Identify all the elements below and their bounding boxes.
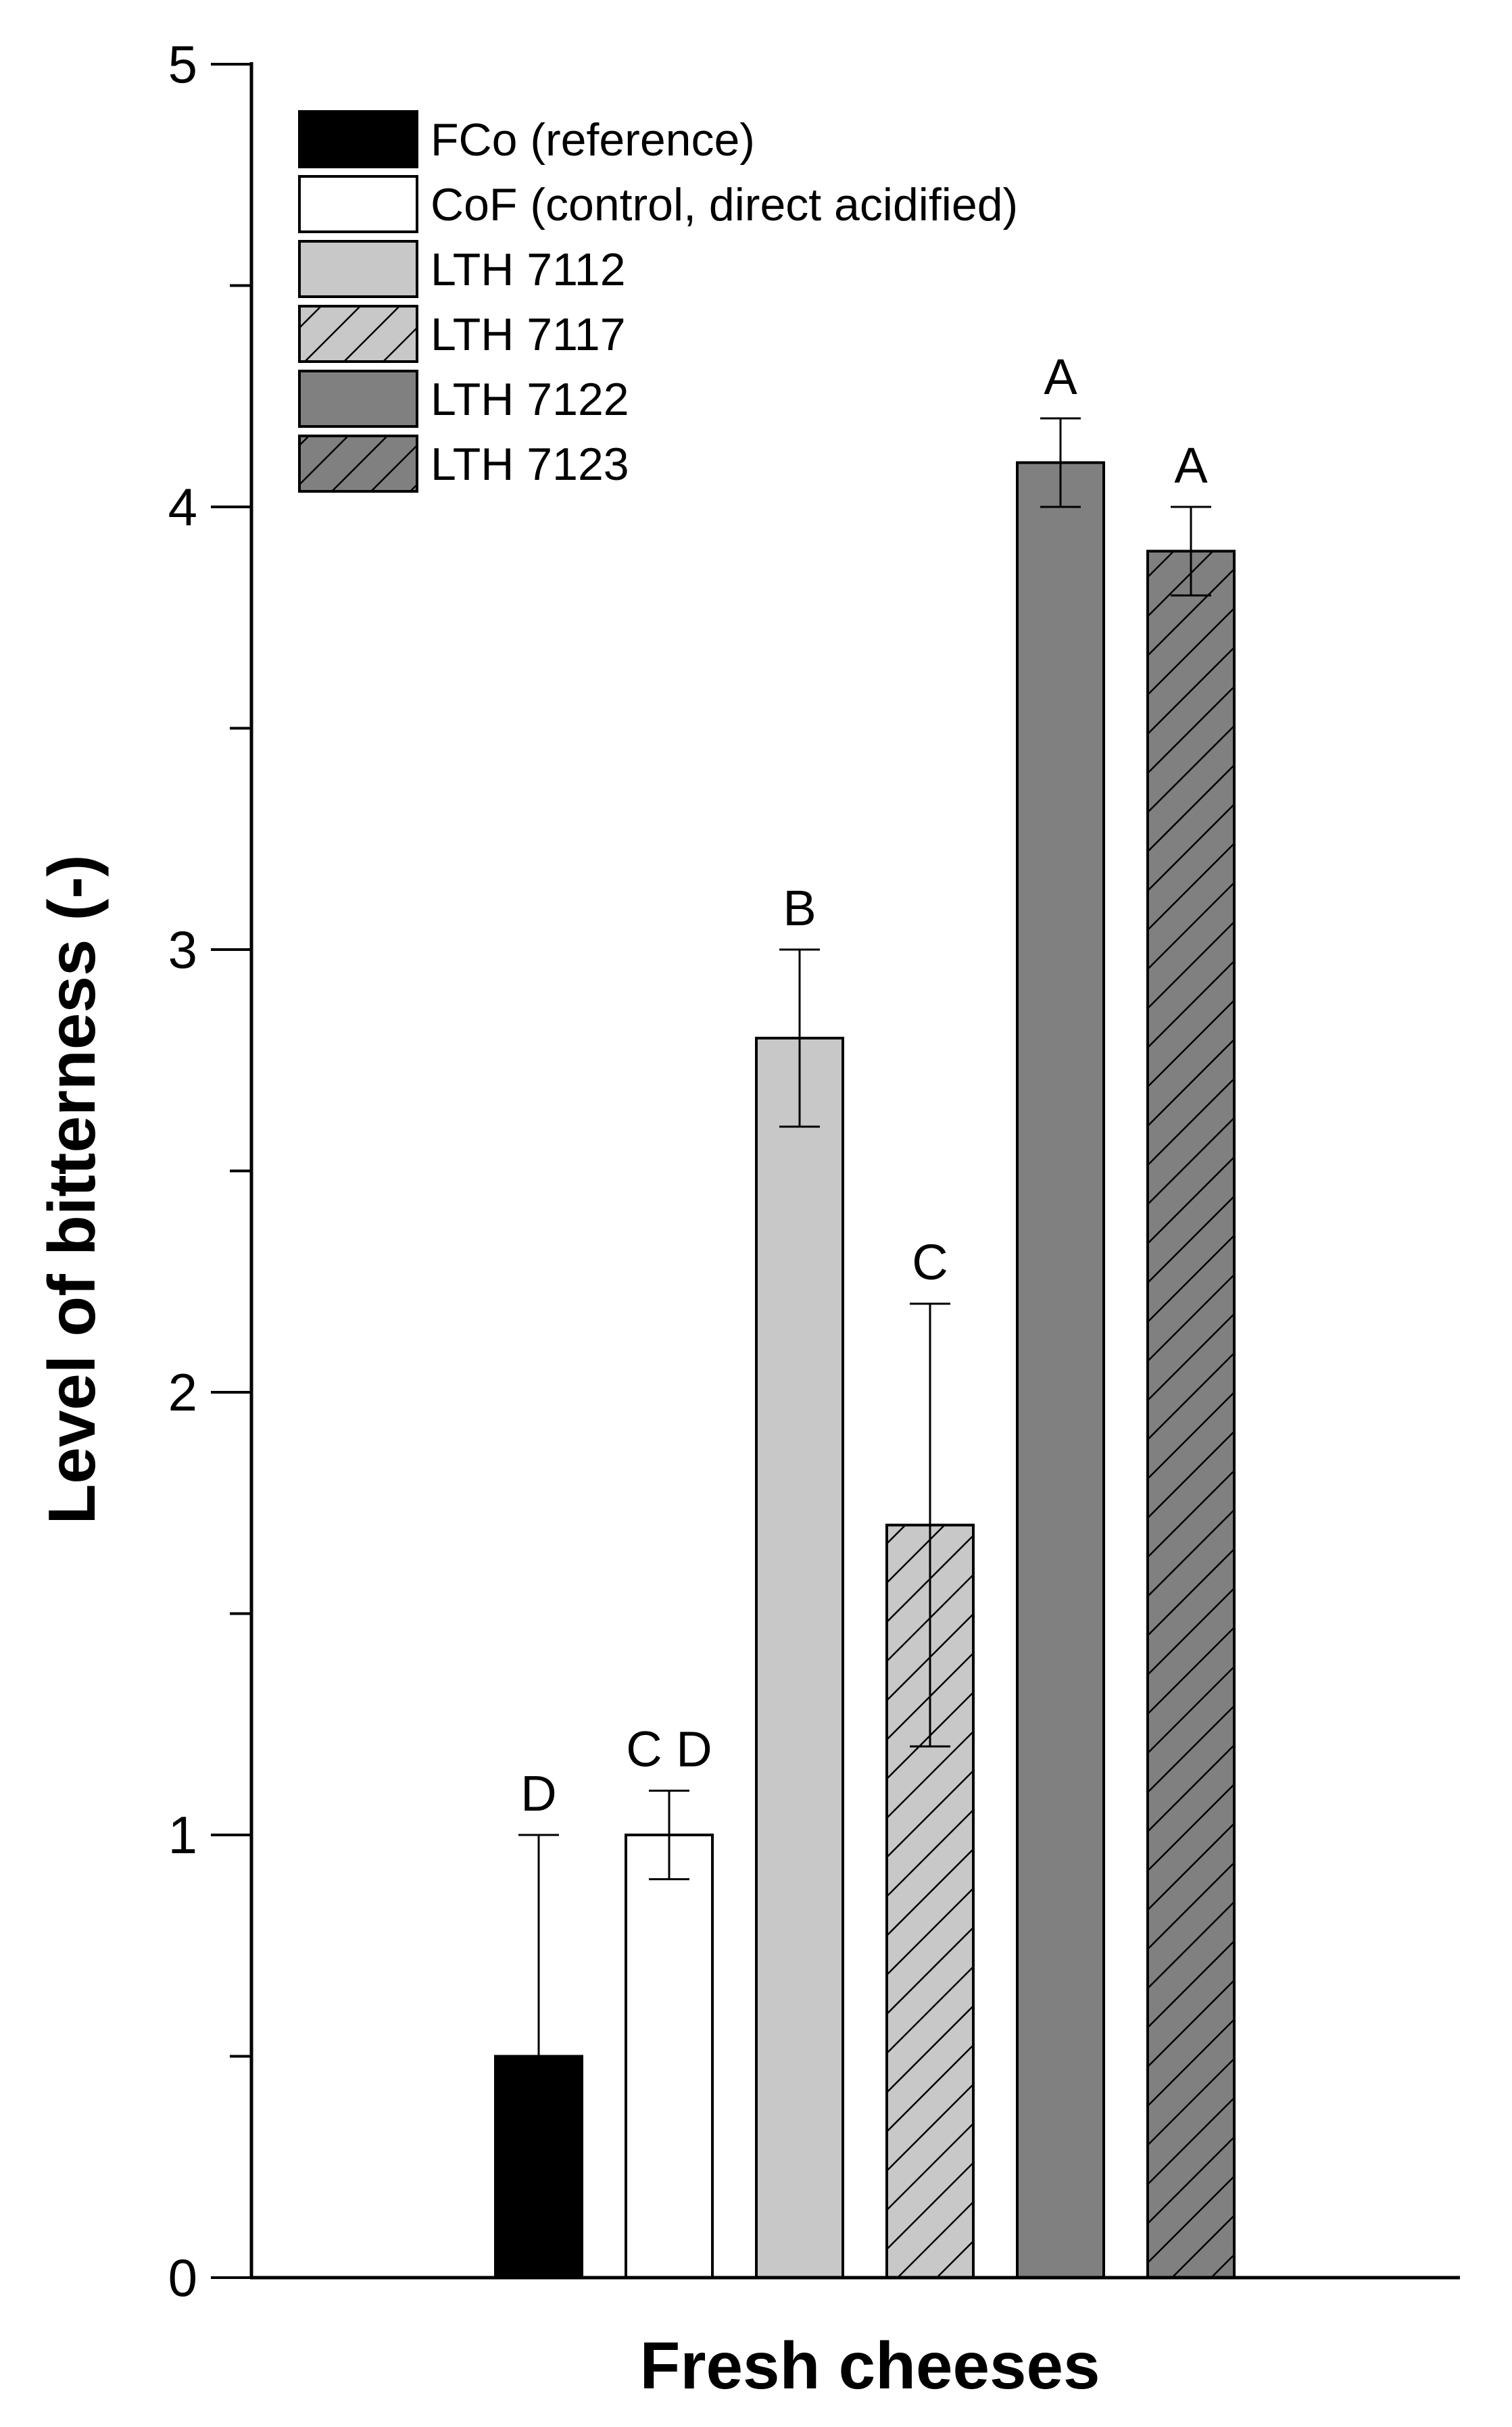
bar bbox=[1016, 461, 1105, 2279]
significance-label: A bbox=[1044, 349, 1077, 405]
legend-swatch-hatch bbox=[298, 305, 418, 363]
y-tick-label: 3 bbox=[168, 920, 197, 979]
legend-label: LTH 7123 bbox=[431, 439, 629, 490]
significance-label: C D bbox=[626, 1721, 712, 1778]
y-axis-title: Level of bitterness (-) bbox=[34, 854, 109, 1524]
legend-swatch bbox=[298, 370, 418, 428]
significance-label: B bbox=[783, 880, 816, 936]
y-tick-label: 4 bbox=[168, 477, 197, 537]
legend-swatch bbox=[298, 175, 418, 233]
legend-label: LTH 7122 bbox=[431, 374, 629, 425]
legend-label: FCo (reference) bbox=[431, 114, 755, 166]
bar-hatch bbox=[1146, 549, 1236, 2279]
legend-swatch bbox=[298, 240, 418, 298]
y-tick-label: 5 bbox=[168, 34, 197, 94]
axes-layer: 0 1 2 3 4 5 bbox=[168, 34, 1460, 2307]
bars-layer: D C D B C A A bbox=[494, 349, 1236, 2279]
y-tick-label: 1 bbox=[168, 1805, 197, 1865]
y-tick-label: 2 bbox=[168, 1363, 197, 1422]
legend-swatch-hatch bbox=[298, 435, 418, 493]
significance-label: D bbox=[520, 1765, 556, 1821]
legend-swatch bbox=[298, 110, 418, 168]
significance-label: A bbox=[1174, 437, 1208, 493]
legend-label: CoF (control, direct acidified) bbox=[431, 179, 1018, 230]
x-axis-title: Fresh cheeses bbox=[640, 2328, 1100, 2403]
significance-label: C bbox=[912, 1234, 948, 1290]
y-tick-label: 0 bbox=[168, 2248, 197, 2307]
legend: FCo (reference) CoF (control, direct acid… bbox=[298, 110, 1018, 493]
legend-label: LTH 7112 bbox=[431, 244, 626, 295]
bar bbox=[755, 1037, 844, 2279]
bar bbox=[625, 1834, 714, 2279]
legend-label: LTH 7117 bbox=[431, 309, 626, 360]
